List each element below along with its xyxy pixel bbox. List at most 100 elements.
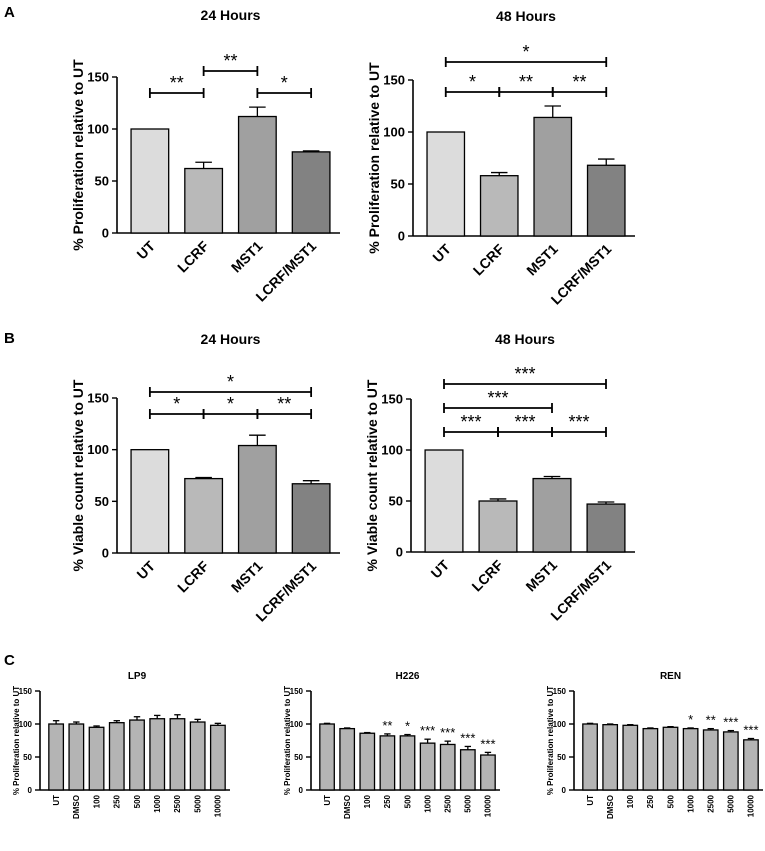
chart-b-24: 24 Hours 0 50 100 150% Viable count relative…	[70, 331, 340, 625]
y-tick-label: 50	[23, 753, 32, 762]
significance-stars: **	[706, 713, 716, 728]
x-tick-label: 5000	[727, 794, 736, 812]
significance-stars: ***	[460, 730, 475, 745]
y-tick-label: 50	[95, 174, 109, 189]
x-tick-label: MST1	[522, 557, 560, 595]
y-tick-label: 0	[102, 226, 109, 241]
bar	[184, 167, 224, 234]
chart-title: 24 Hours	[201, 7, 261, 23]
bar	[399, 735, 416, 791]
y-tick-label: 100	[87, 442, 109, 457]
y-tick-label: 100	[383, 125, 405, 140]
x-tick-label: UT	[323, 795, 332, 806]
x-tick-label: LCRF	[468, 556, 506, 594]
y-axis-label: % Proliferation relative to UT	[70, 59, 86, 251]
significance-label: ***	[568, 412, 589, 432]
x-tick-label: UT	[52, 795, 61, 806]
x-tick-label: 2500	[444, 794, 453, 812]
y-axis-label: % Proliferation relative to UT	[12, 686, 21, 795]
significance-label: ***	[514, 412, 535, 432]
y-tick-label: 50	[294, 753, 303, 762]
bar	[237, 444, 277, 554]
bar	[533, 116, 573, 237]
bar	[149, 718, 166, 791]
x-tick-label: DMSO	[72, 795, 81, 819]
bar	[424, 449, 464, 553]
panel-letter-a: A	[4, 4, 15, 21]
significance-label: *	[173, 394, 180, 414]
x-tick-label: 2500	[707, 794, 716, 812]
y-axis-label: % Proliferation relative to UT	[546, 686, 555, 795]
y-tick-label: 100	[19, 720, 33, 729]
bar	[459, 749, 476, 791]
significance-label: **	[277, 394, 291, 414]
x-tick-label: 10000	[214, 794, 223, 817]
bar	[339, 727, 356, 791]
x-tick-label: 500	[403, 794, 412, 808]
y-tick-label: 150	[290, 687, 304, 696]
panel-letter-c: C	[4, 652, 15, 669]
y-tick-label: 0	[562, 786, 567, 795]
x-tick-label: 250	[383, 794, 392, 808]
y-tick-label: 150	[87, 70, 109, 85]
bar	[682, 727, 699, 791]
x-tick-label: UT	[429, 240, 454, 265]
x-tick-label: UT	[586, 795, 595, 806]
bar	[479, 175, 519, 237]
bar	[642, 727, 659, 791]
bar	[722, 731, 739, 791]
x-tick-label: 5000	[193, 794, 202, 812]
panel-letter-b: B	[4, 330, 15, 347]
bar	[184, 477, 224, 554]
significance-label: *	[227, 372, 234, 392]
x-tick-label: MST1	[228, 558, 266, 596]
y-tick-label: 100	[553, 720, 567, 729]
bar	[48, 723, 65, 791]
x-tick-label: 10000	[484, 794, 493, 817]
y-tick-label: 150	[383, 73, 405, 88]
y-tick-label: 0	[299, 786, 304, 795]
bar	[359, 732, 376, 791]
bar	[702, 729, 719, 791]
y-tick-label: 50	[95, 494, 109, 509]
x-tick-label: DMSO	[343, 795, 352, 819]
significance-label: ***	[514, 364, 535, 384]
y-axis-label: % Proliferation relative to UT	[283, 686, 292, 795]
x-tick-label: DMSO	[606, 795, 615, 819]
bar	[319, 723, 335, 791]
chart-title: REN	[660, 671, 681, 682]
bar	[189, 721, 206, 791]
chart-title: 24 Hours	[201, 331, 261, 347]
bar	[602, 724, 619, 791]
bar	[419, 742, 436, 791]
y-tick-label: 0	[398, 229, 405, 244]
significance-label: **	[519, 72, 533, 92]
chart-c-h226: H226 0 50 100 150% Proliferation relative to…	[283, 671, 500, 819]
bar	[68, 723, 85, 791]
y-tick-label: 50	[389, 494, 403, 509]
x-tick-label: 100	[626, 794, 635, 808]
x-tick-label: UT	[428, 556, 453, 581]
y-tick-label: 0	[28, 786, 33, 795]
y-tick-label: 0	[102, 546, 109, 561]
x-tick-label: 500	[133, 794, 142, 808]
bar	[622, 724, 639, 791]
x-tick-label: LCRF	[174, 237, 212, 275]
bar	[108, 722, 125, 791]
x-tick-label: 2500	[173, 794, 182, 812]
chart-a-48: 48 Hours 0 50 100 150% Proliferation relativ…	[366, 8, 635, 308]
bar	[480, 754, 496, 791]
y-tick-label: 50	[557, 753, 566, 762]
bar	[130, 449, 170, 554]
significance-label: *	[522, 42, 529, 62]
significance-label: *	[227, 394, 234, 414]
chart-title: LP9	[128, 671, 147, 682]
x-tick-label: 1000	[686, 794, 695, 812]
x-tick-label: UT	[133, 237, 158, 262]
x-tick-label: LCRF	[174, 557, 212, 595]
y-tick-label: 0	[396, 545, 403, 560]
significance-stars: **	[382, 718, 392, 733]
bar	[426, 131, 466, 237]
bar	[586, 503, 626, 553]
